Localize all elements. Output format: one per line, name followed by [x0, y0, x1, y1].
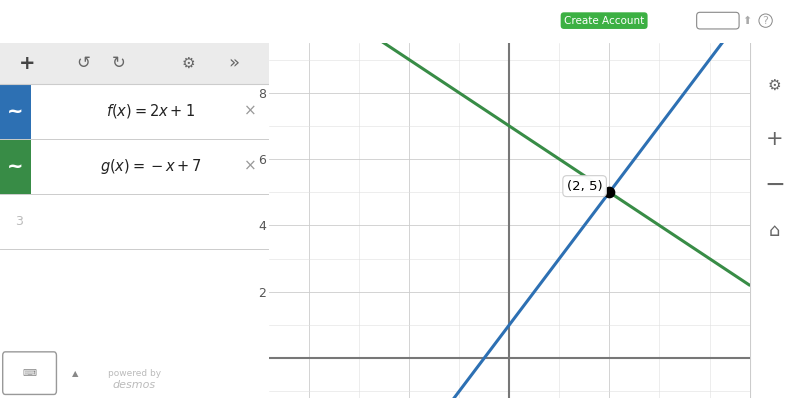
- Text: Untitled Graph: Untitled Graph: [52, 14, 150, 27]
- Text: $f(x) = 2x + 1$: $f(x) = 2x + 1$: [106, 102, 195, 120]
- Text: +: +: [18, 54, 35, 73]
- FancyBboxPatch shape: [0, 84, 269, 139]
- Text: +: +: [766, 129, 784, 149]
- Point: [603, 189, 616, 195]
- Text: 3: 3: [15, 215, 22, 228]
- Text: (2, 5): (2, 5): [566, 179, 602, 193]
- Text: ↻: ↻: [111, 55, 126, 72]
- Text: ⌨: ⌨: [22, 368, 37, 378]
- FancyBboxPatch shape: [0, 43, 269, 84]
- Text: ~: ~: [7, 157, 24, 176]
- Text: ⌂: ⌂: [769, 222, 781, 240]
- Text: desmos: desmos: [113, 380, 156, 390]
- Text: ≡: ≡: [14, 12, 28, 29]
- Text: ↺: ↺: [76, 55, 90, 72]
- Text: ~: ~: [7, 102, 24, 121]
- Text: ×: ×: [244, 159, 256, 174]
- Text: ⚙: ⚙: [768, 78, 782, 93]
- FancyBboxPatch shape: [0, 194, 269, 249]
- Text: »: »: [228, 55, 239, 72]
- Text: ⬆: ⬆: [742, 16, 752, 25]
- Text: $g(x) = -x + 7$: $g(x) = -x + 7$: [99, 157, 202, 176]
- Text: Sign In: Sign In: [700, 16, 736, 25]
- Text: ▲: ▲: [72, 369, 78, 378]
- Text: desmos: desmos: [361, 12, 439, 29]
- FancyBboxPatch shape: [0, 84, 31, 139]
- Text: powered by: powered by: [108, 369, 161, 378]
- Text: ×: ×: [244, 104, 256, 119]
- Text: or: or: [676, 16, 687, 25]
- FancyBboxPatch shape: [0, 139, 31, 194]
- Text: ?: ?: [762, 16, 769, 25]
- FancyBboxPatch shape: [0, 139, 269, 194]
- Text: Create Account: Create Account: [564, 16, 644, 25]
- Text: −: −: [764, 173, 786, 197]
- Text: ⚙: ⚙: [182, 56, 195, 71]
